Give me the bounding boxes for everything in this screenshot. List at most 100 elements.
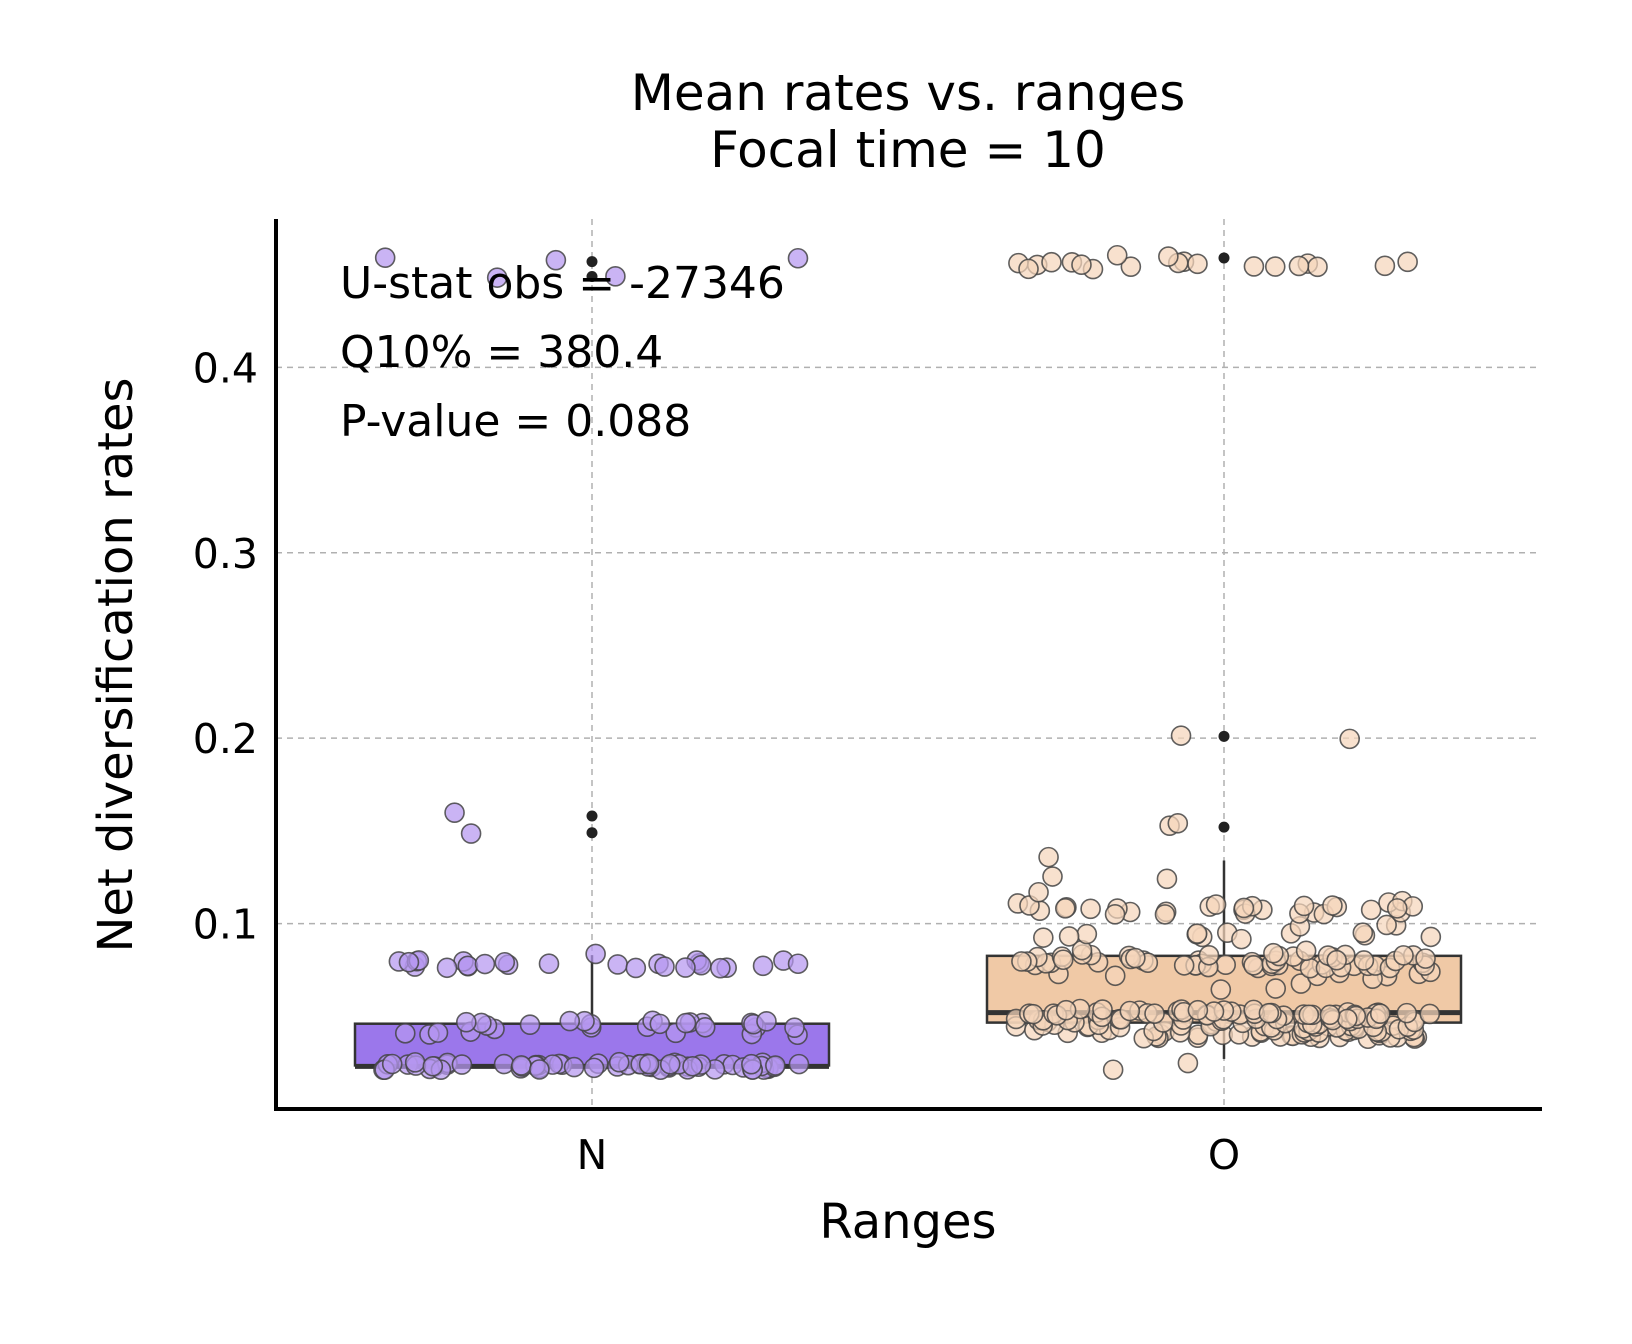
data-point bbox=[607, 954, 628, 975]
data-point bbox=[457, 955, 479, 977]
data-point bbox=[1058, 926, 1080, 947]
data-point bbox=[494, 951, 516, 973]
data-point bbox=[1243, 955, 1264, 976]
chart-title: Mean rates vs. ranges Focal time = 10 bbox=[631, 64, 1186, 179]
axes bbox=[274, 219, 1542, 1111]
stats-annotations: U-stat obs = -27346 Q10% = 380.4 P-value… bbox=[340, 258, 785, 447]
data-point bbox=[1186, 923, 1208, 944]
data-point bbox=[1393, 945, 1414, 966]
annotation-ustat: U-stat obs = -27346 bbox=[340, 258, 785, 309]
data-point bbox=[1018, 258, 1039, 280]
data-point bbox=[1119, 1000, 1141, 1022]
x-tick-label: N bbox=[577, 1131, 608, 1179]
data-point bbox=[585, 943, 606, 965]
y-tick-label: 0.1 bbox=[193, 901, 258, 949]
data-point bbox=[1104, 965, 1126, 987]
data-point bbox=[1295, 940, 1317, 962]
data-point bbox=[1337, 1008, 1358, 1030]
data-point bbox=[427, 1022, 449, 1043]
data-point bbox=[765, 1055, 786, 1076]
data-point bbox=[1360, 899, 1382, 921]
data-point bbox=[538, 953, 560, 975]
data-point bbox=[455, 1011, 477, 1033]
outlier-point bbox=[1218, 821, 1230, 833]
data-point bbox=[1215, 954, 1236, 976]
data-point bbox=[474, 953, 496, 975]
data-point bbox=[486, 267, 508, 288]
data-point bbox=[1028, 881, 1049, 903]
data-point bbox=[649, 1013, 671, 1035]
data-point bbox=[1322, 895, 1343, 916]
data-point bbox=[1120, 256, 1142, 277]
data-point bbox=[741, 1053, 762, 1075]
data-point bbox=[659, 1053, 681, 1075]
data-point bbox=[1055, 999, 1077, 1021]
chart-title-line1: Mean rates vs. ranges bbox=[631, 64, 1186, 122]
data-point bbox=[1298, 1004, 1320, 1026]
data-point bbox=[1038, 846, 1059, 868]
data-point bbox=[444, 802, 465, 823]
data-point bbox=[1243, 256, 1265, 277]
outlier-point bbox=[586, 810, 598, 822]
data-point bbox=[436, 957, 458, 979]
data-point bbox=[1092, 999, 1113, 1020]
data-point bbox=[1397, 251, 1418, 273]
outlier-point bbox=[586, 256, 598, 268]
data-point bbox=[1264, 256, 1286, 277]
data-point bbox=[788, 1053, 810, 1075]
y-axis-label: Net diversification rates bbox=[88, 377, 144, 952]
annotation-pvalue: P-value = 0.088 bbox=[340, 396, 691, 447]
data-point bbox=[563, 1056, 585, 1078]
data-point bbox=[1376, 914, 1397, 936]
data-point bbox=[1170, 725, 1192, 746]
y-tick-label: 0.2 bbox=[193, 715, 258, 763]
data-point bbox=[559, 1010, 581, 1032]
data-point bbox=[1419, 1003, 1441, 1025]
data-point bbox=[1177, 1052, 1199, 1074]
data-point bbox=[1353, 950, 1375, 971]
data-point bbox=[1156, 868, 1178, 890]
data-point bbox=[1205, 894, 1227, 915]
data-point bbox=[1319, 1004, 1341, 1026]
outlier-point bbox=[586, 827, 598, 839]
data-point bbox=[1033, 927, 1054, 948]
outliers-N bbox=[586, 256, 598, 839]
data-point bbox=[605, 266, 626, 287]
data-point bbox=[1144, 1003, 1165, 1024]
data-point bbox=[1263, 942, 1284, 964]
outlier-point bbox=[1218, 730, 1230, 742]
data-point bbox=[638, 1053, 660, 1075]
data-point bbox=[1158, 246, 1179, 267]
data-point bbox=[787, 953, 809, 975]
data-point bbox=[529, 1059, 550, 1080]
data-point bbox=[625, 957, 647, 979]
outliers bbox=[586, 252, 1230, 839]
data-point bbox=[784, 1017, 805, 1038]
data-point bbox=[1022, 1003, 1044, 1025]
data-point bbox=[1265, 978, 1287, 999]
data-point bbox=[1339, 728, 1360, 750]
data-point bbox=[1041, 251, 1062, 273]
data-point bbox=[1154, 904, 1176, 925]
data-point bbox=[1187, 253, 1208, 275]
x-tick-label: O bbox=[1208, 1131, 1240, 1179]
data-point bbox=[374, 247, 396, 268]
data-point bbox=[756, 1011, 777, 1032]
data-point bbox=[1258, 1002, 1280, 1024]
data-point bbox=[460, 823, 482, 844]
points-O bbox=[1005, 244, 1442, 1081]
data-point bbox=[682, 1055, 703, 1077]
data-point bbox=[1104, 903, 1126, 925]
y-tick-label: 0.3 bbox=[193, 530, 258, 578]
data-point bbox=[1374, 255, 1396, 277]
data-point bbox=[1106, 244, 1128, 266]
data-point bbox=[519, 1014, 541, 1035]
data-point bbox=[654, 956, 675, 977]
data-point bbox=[752, 955, 774, 977]
data-point bbox=[1233, 897, 1255, 919]
data-point bbox=[1231, 928, 1252, 950]
data-point bbox=[381, 1053, 403, 1075]
data-point bbox=[1167, 812, 1189, 834]
data-point bbox=[1198, 944, 1220, 966]
